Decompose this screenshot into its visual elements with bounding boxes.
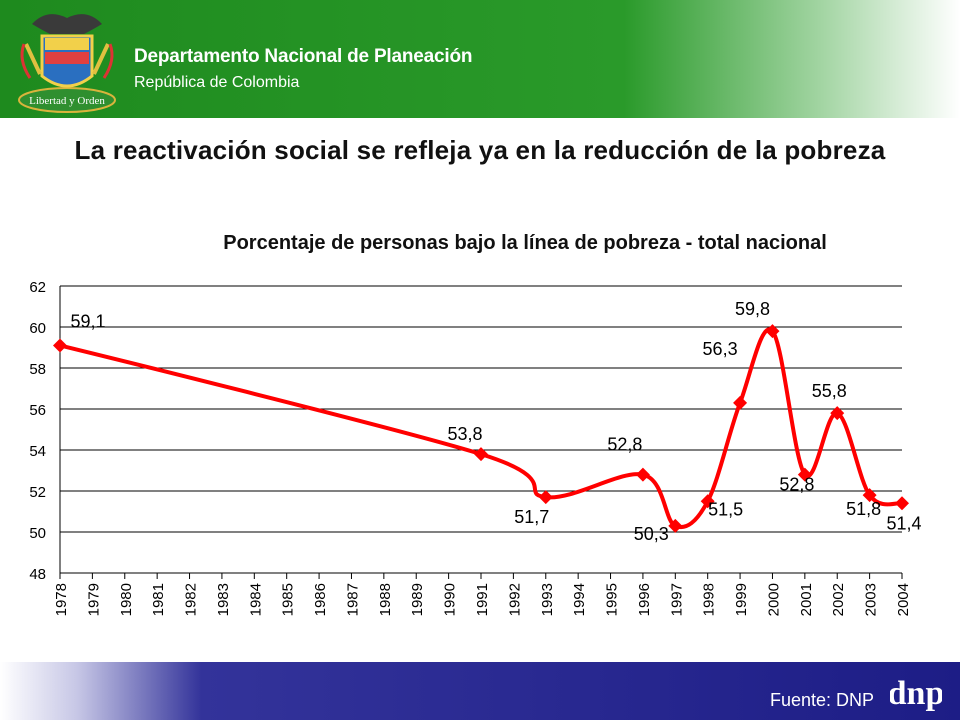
x-tick-label: 1981 — [150, 583, 167, 616]
x-tick-label: 2003 — [863, 583, 880, 616]
x-tick-label: 1994 — [571, 583, 588, 616]
country-name: República de Colombia — [134, 74, 300, 91]
data-point-marker — [733, 395, 748, 410]
data-label: 50,3 — [634, 524, 669, 544]
x-tick-label: 1985 — [280, 583, 297, 616]
series-line — [59, 327, 903, 529]
x-tick-label: 1995 — [604, 583, 621, 616]
y-tick-label: 48 — [29, 566, 46, 583]
source-label: Fuente: DNP — [770, 690, 875, 710]
organization-name: Departamento Nacional de Planeación — [134, 46, 473, 67]
header-banner: Libertad y Orden Departamento Nacional d… — [0, 0, 960, 118]
x-tick-label: 1984 — [247, 583, 264, 616]
x-tick-label: 1990 — [442, 583, 459, 616]
x-tick-label: 1980 — [118, 583, 135, 616]
data-point-marker — [668, 518, 683, 533]
y-tick-label: 54 — [29, 443, 46, 460]
dnp-logo-icon: dnp — [890, 675, 942, 712]
y-tick-label: 50 — [29, 525, 46, 542]
x-tick-label: 1988 — [377, 583, 394, 616]
data-label: 51,7 — [514, 507, 549, 527]
data-label: 51,4 — [886, 513, 921, 533]
x-tick-label: 2004 — [895, 583, 912, 616]
x-tick-label: 1991 — [474, 583, 491, 616]
y-tick-label: 62 — [29, 279, 46, 296]
x-tick-label: 1983 — [215, 583, 232, 616]
x-tick-label: 1978 — [53, 583, 70, 616]
crest-motto: Libertad y Orden — [29, 95, 105, 107]
data-point-marker — [797, 467, 812, 482]
y-tick-label: 58 — [29, 361, 46, 378]
data-label: 51,8 — [846, 499, 881, 519]
x-tick-label: 1998 — [701, 583, 718, 616]
data-label: 53,8 — [447, 424, 482, 444]
dnp-logo-text: dnp — [890, 675, 942, 712]
data-label: 52,8 — [779, 475, 814, 495]
data-point-marker — [700, 494, 715, 509]
x-tick-label: 1987 — [344, 583, 361, 616]
coat-of-arms-icon: Libertad y Orden — [18, 14, 116, 113]
data-point-marker — [538, 490, 553, 505]
data-point-marker — [474, 447, 488, 462]
x-tick-label: 1979 — [85, 583, 102, 616]
data-point-marker — [635, 467, 650, 482]
data-label: 59,1 — [70, 311, 105, 331]
x-tick-label: 2001 — [798, 583, 815, 616]
x-tick-label: 1982 — [183, 583, 200, 616]
x-tick-label: 1996 — [636, 583, 653, 616]
data-point-marker — [53, 338, 67, 353]
footer-bar — [0, 662, 960, 720]
x-tick-label: 2000 — [765, 583, 782, 616]
page-title: La reactivación social se refleja ya en … — [74, 135, 886, 165]
x-tick-label: 1989 — [409, 583, 426, 616]
chart-title: Porcentaje de personas bajo la línea de … — [223, 232, 827, 254]
data-label: 51,5 — [708, 499, 743, 519]
data-label: 59,8 — [735, 299, 770, 319]
y-tick-label: 52 — [29, 484, 46, 501]
data-point-marker — [765, 324, 780, 339]
x-tick-label: 1993 — [539, 583, 556, 616]
y-tick-label: 60 — [29, 320, 46, 337]
data-point-marker — [895, 496, 909, 511]
data-label: 52,8 — [607, 435, 642, 455]
data-label: 56,3 — [703, 339, 738, 359]
y-tick-label: 56 — [29, 402, 46, 419]
data-point-marker — [862, 488, 877, 503]
x-tick-label: 2002 — [830, 583, 847, 616]
x-tick-label: 1999 — [733, 583, 750, 616]
data-point-marker — [830, 406, 845, 421]
x-tick-label: 1986 — [312, 583, 329, 616]
data-label: 55,8 — [812, 381, 847, 401]
poverty-line-chart: 48 50 52 54 56 58 60 62 1978 1979 1980 1981 1982 1983… — [29, 279, 921, 616]
x-tick-label: 1997 — [668, 583, 685, 616]
x-tick-label: 1992 — [506, 583, 523, 616]
